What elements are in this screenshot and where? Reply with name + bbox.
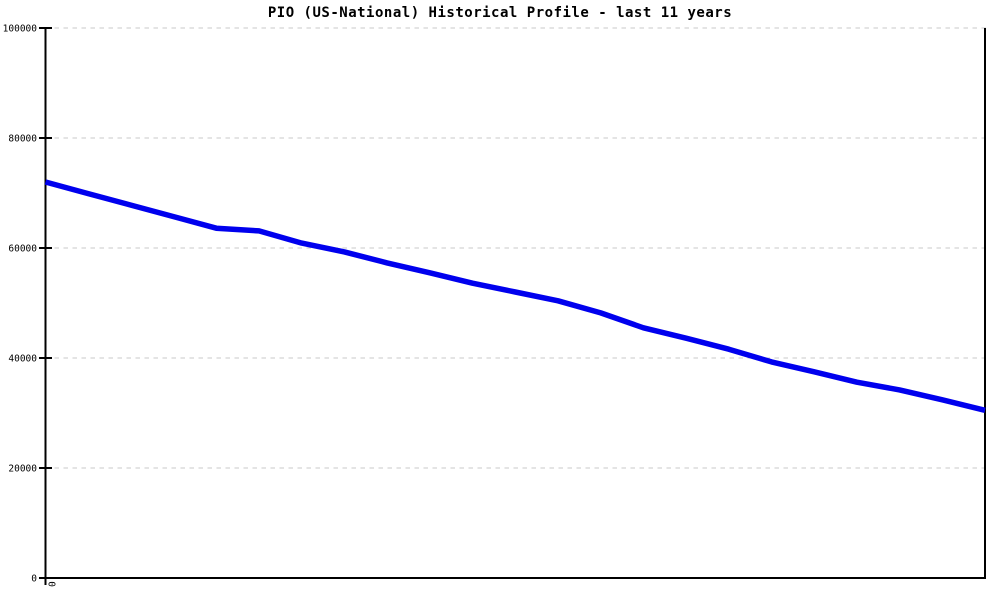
y-axis-tick-label: 100000 — [3, 24, 38, 35]
y-axis-tick-label: 60000 — [8, 244, 37, 255]
y-axis-tick-label: 20000 — [8, 464, 37, 475]
chart-title: PIO (US-National) Historical Profile - l… — [267, 5, 733, 21]
data-series-line — [44, 179, 986, 413]
x-axis-tick-label: 0 — [46, 581, 57, 587]
y-axis-tick-label: 40000 — [8, 354, 37, 365]
y-axis-tick-label: 0 — [31, 574, 37, 585]
y-axis-tick-label: 80000 — [8, 134, 37, 145]
